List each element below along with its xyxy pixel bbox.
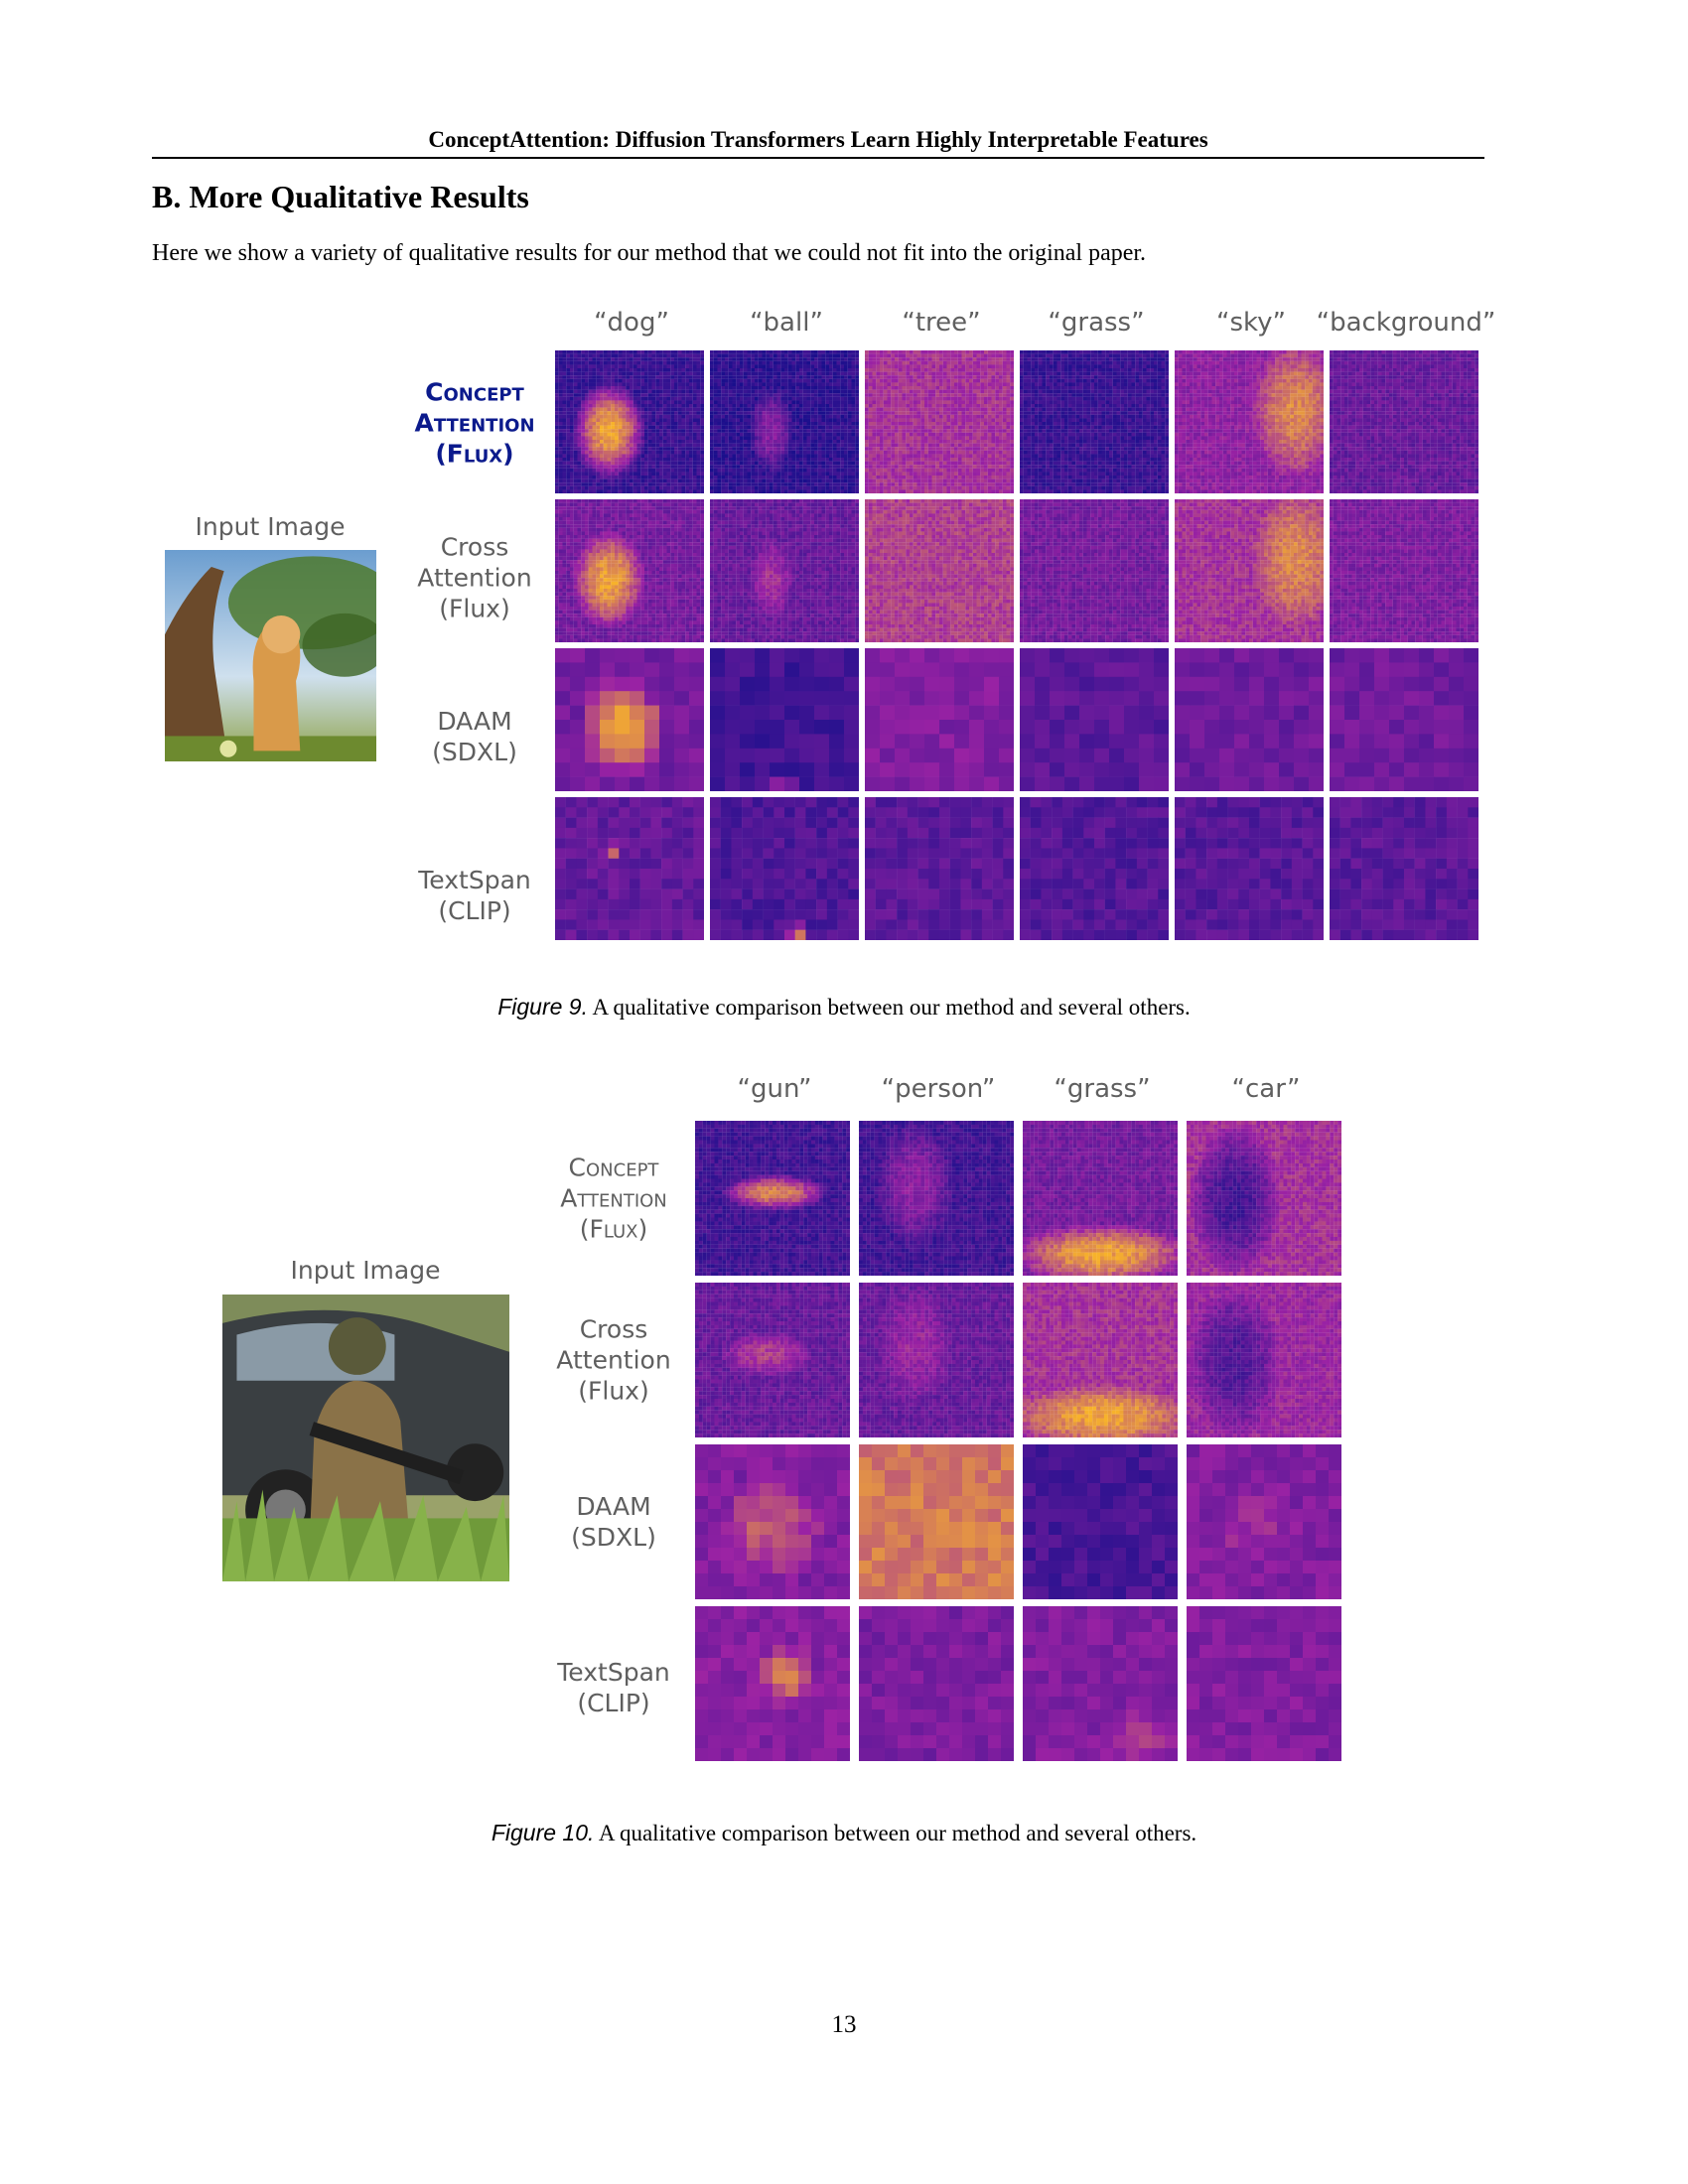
heatmap-panel [1187, 1444, 1341, 1599]
heatmap-panel [695, 1444, 850, 1599]
heatmap-panel [710, 797, 859, 940]
heatmap-panel [1023, 1444, 1178, 1599]
fig10-caption-label: Figure 10. [492, 1820, 595, 1845]
heatmap-panel [1330, 648, 1478, 791]
row-label-line: TextSpan [418, 865, 530, 895]
fig9-input-image [165, 550, 376, 761]
heatmap-panel [1023, 1283, 1178, 1437]
heatmap-panel [695, 1121, 850, 1276]
fig9-col-sky: “sky” [1216, 308, 1286, 338]
row-label-line: (Flux) [560, 1214, 667, 1245]
row-label-line: Concept [560, 1153, 667, 1183]
fig9-col-grass: “grass” [1048, 308, 1144, 338]
heatmap-panel [555, 350, 704, 493]
fig10-caption-text: A qualitative comparison between our met… [599, 1821, 1196, 1845]
fig10-col-grass: “grass” [1054, 1074, 1150, 1104]
heatmap-panel [710, 350, 859, 493]
fig9-row-cross-attention: Cross Attention (Flux) [417, 532, 531, 624]
fig9-caption: Figure 9. A qualitative comparison betwe… [0, 994, 1688, 1021]
heatmap-panel [859, 1283, 1014, 1437]
heatmap-panel [865, 499, 1014, 642]
heatmap-panel [1187, 1606, 1341, 1761]
row-label-line: Attention [556, 1345, 670, 1376]
heatmap-panel [695, 1283, 850, 1437]
fig9-caption-text: A qualitative comparison between our met… [592, 995, 1190, 1020]
row-label-line: (Flux) [414, 439, 534, 470]
intro-paragraph: Here we show a variety of qualitative re… [152, 240, 1146, 267]
fig10-row-daam: DAAM (SDXL) [571, 1491, 656, 1553]
row-label-line: Cross [417, 532, 531, 563]
heatmap-panel [1020, 797, 1169, 940]
row-label-line: (SDXL) [571, 1522, 656, 1553]
heatmap-panel [1175, 797, 1324, 940]
fig10-row-textspan: TextSpan (CLIP) [557, 1657, 669, 1718]
heatmap-panel [710, 499, 859, 642]
fig9-row-textspan: TextSpan (CLIP) [418, 865, 530, 926]
heatmap-panel [1330, 499, 1478, 642]
heatmap-panel [555, 648, 704, 791]
heatmap-panel [865, 648, 1014, 791]
row-label-line: Attention [560, 1183, 667, 1214]
row-label-line: Concept [414, 377, 534, 408]
fig10-col-car: “car” [1232, 1074, 1301, 1104]
heatmap-panel [695, 1606, 850, 1761]
fig10-input-image [222, 1295, 509, 1581]
row-label-line: (CLIP) [418, 895, 530, 926]
row-label-line: DAAM [432, 706, 517, 737]
heatmap-panel [1023, 1606, 1178, 1761]
fig9-col-ball: “ball” [750, 308, 823, 338]
heatmap-panel [710, 648, 859, 791]
heatmap-panel [865, 350, 1014, 493]
heatmap-panel [859, 1606, 1014, 1761]
heatmap-panel [1187, 1121, 1341, 1276]
heatmap-panel [1175, 648, 1324, 791]
row-label-line: TextSpan [557, 1657, 669, 1688]
row-label-line: (SDXL) [432, 737, 517, 767]
running-head: ConceptAttention: Diffusion Transformers… [152, 127, 1484, 153]
fig9-col-tree: “tree” [902, 308, 980, 338]
heatmap-panel [555, 797, 704, 940]
heatmap-panel [1187, 1283, 1341, 1437]
fig10-input-label: Input Image [291, 1256, 441, 1285]
row-label-line: Attention [414, 408, 534, 439]
row-label-line: (Flux) [556, 1376, 670, 1407]
fig10-row-cross-attention: Cross Attention (Flux) [556, 1314, 670, 1407]
fig10-caption: Figure 10. A qualitative comparison betw… [0, 1820, 1688, 1846]
row-label-line: DAAM [571, 1491, 656, 1522]
header-rule [152, 157, 1484, 159]
row-label-line: Cross [556, 1314, 670, 1345]
row-label-line: Attention [417, 563, 531, 594]
heatmap-panel [859, 1121, 1014, 1276]
fig9-row-concept-attention: Concept Attention (Flux) [414, 377, 534, 470]
fig9-col-background: “background” [1317, 308, 1496, 338]
row-label-line: (CLIP) [557, 1688, 669, 1718]
fig10-col-person: “person” [882, 1074, 996, 1104]
fig10-col-gun: “gun” [738, 1074, 812, 1104]
heatmap-panel [1020, 499, 1169, 642]
section-title: B. More Qualitative Results [152, 179, 529, 215]
heatmap-panel [859, 1444, 1014, 1599]
heatmap-panel [1023, 1121, 1178, 1276]
heatmap-panel [1020, 648, 1169, 791]
heatmap-panel [1175, 499, 1324, 642]
heatmap-panel [555, 499, 704, 642]
heatmap-panel [1175, 350, 1324, 493]
row-label-line: (Flux) [417, 594, 531, 624]
fig9-col-dog: “dog” [594, 308, 669, 338]
heatmap-panel [865, 797, 1014, 940]
fig9-input-label: Input Image [196, 512, 346, 541]
fig10-row-concept-attention: Concept Attention (Flux) [560, 1153, 667, 1245]
heatmap-panel [1020, 350, 1169, 493]
page-number: 13 [0, 2011, 1688, 2039]
heatmap-panel [1330, 350, 1478, 493]
fig9-row-daam: DAAM (SDXL) [432, 706, 517, 767]
fig9-caption-label: Figure 9. [497, 994, 588, 1020]
heatmap-panel [1330, 797, 1478, 940]
